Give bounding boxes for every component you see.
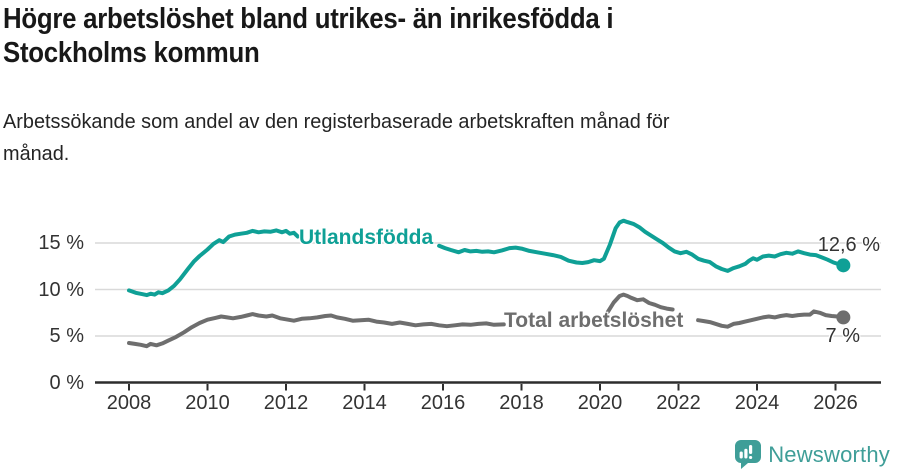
page-title: Högre arbetslöshet bland utrikes- än inr… — [3, 2, 614, 70]
series-label-total-arbetsloshet: Total arbetslöshet — [504, 309, 684, 332]
chart-subtitle: Arbetssökande som andel av den registerb… — [3, 106, 670, 170]
end-value-label-utlandsfodda: 12,6 % — [817, 234, 880, 256]
y-tick-label-15: 15 % — [38, 232, 84, 254]
x-tick-label-2016: 2016 — [420, 392, 466, 414]
x-tick-label-2020: 2020 — [577, 392, 623, 414]
series-label-utlandsfodda: Utlandsfödda — [299, 226, 434, 249]
series-line-1-seg-2 — [696, 309, 846, 329]
x-tick-label-2014: 2014 — [342, 392, 387, 414]
series-line-1-seg-0 — [127, 312, 506, 349]
newsworthy-logo-icon — [735, 440, 762, 469]
page-title-line2: Stockholms kommun — [3, 37, 260, 69]
x-tick-label-2026: 2026 — [813, 392, 858, 414]
end-value-label-total: 7 % — [825, 325, 860, 347]
page-title-line1: Högre arbetslöshet bland utrikes- än inr… — [3, 3, 614, 35]
y-tick-label-5: 5 % — [49, 325, 84, 347]
y-tick-label-0: 0 % — [49, 371, 84, 394]
x-tick-label-2022: 2022 — [656, 392, 701, 414]
chart-subtitle-line2: månad. — [3, 142, 70, 165]
x-tick-label-2018: 2018 — [499, 392, 544, 414]
series-end-dot-1 — [836, 310, 851, 325]
x-tick-label-2012: 2012 — [263, 392, 309, 414]
y-tick-label-10: 10 % — [38, 278, 84, 301]
x-tick-label-2010: 2010 — [185, 392, 230, 414]
x-tick-label-2024: 2024 — [734, 392, 780, 414]
series-end-dot-0 — [836, 258, 851, 273]
series-line-0-seg-0 — [127, 228, 300, 298]
newsworthy-logo-text: Newsworthy — [768, 441, 890, 467]
x-tick-label-2008: 2008 — [106, 392, 152, 414]
series-line-1-seg-1 — [605, 292, 675, 314]
newsworthy-logo[interactable]: Newsworthy — [735, 440, 890, 469]
series-line-0-seg-1 — [437, 218, 846, 273]
chart-subtitle-line1: Arbetssökande som andel av den registerb… — [3, 110, 670, 133]
